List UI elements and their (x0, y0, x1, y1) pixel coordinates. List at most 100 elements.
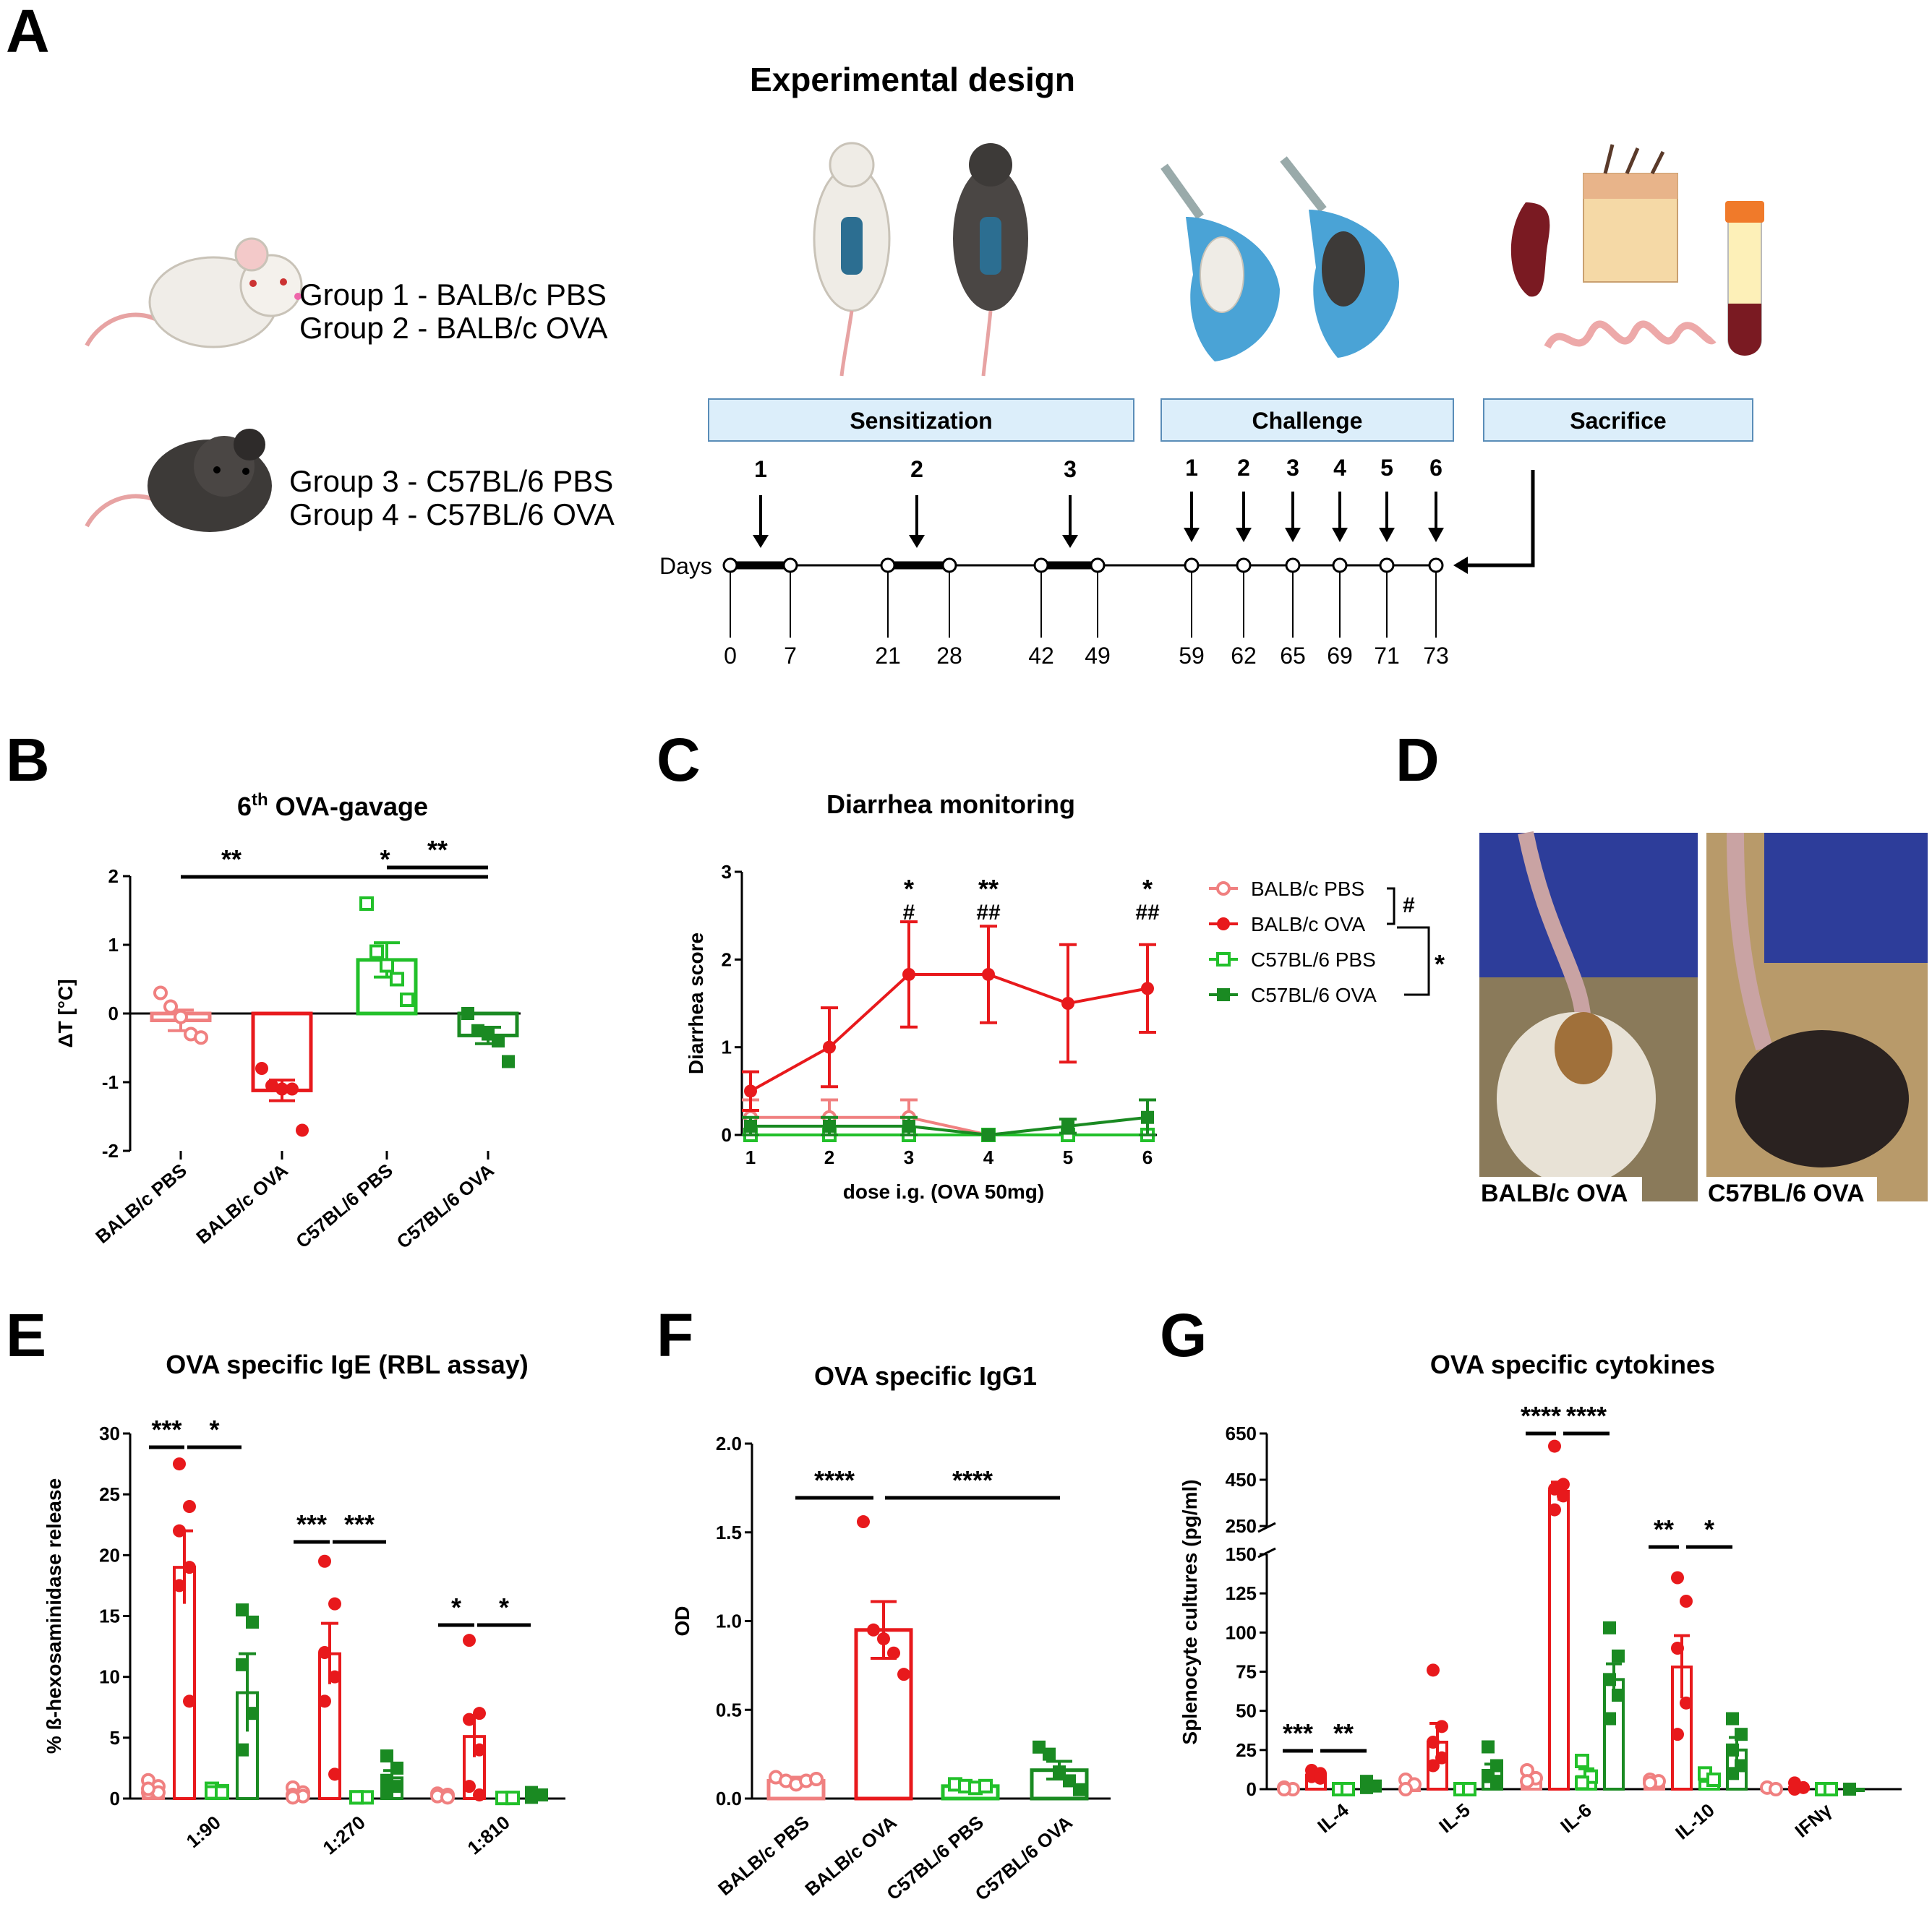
significance: **** (1521, 1401, 1561, 1431)
white-mouse-icon (85, 237, 303, 348)
x-tick-label: C57BL/6 PBS (291, 1160, 396, 1253)
x-tick-label: IFNγ (1790, 1799, 1836, 1842)
arrow-head (1379, 528, 1395, 542)
data-point (1843, 1783, 1856, 1796)
bar-IL-6 (1548, 1490, 1570, 1791)
significance: **** (1566, 1401, 1607, 1431)
data-point (286, 1082, 299, 1096)
sensitized-white-mouse-icon (813, 142, 891, 377)
sacrifice-box (1483, 398, 1753, 442)
data-point (902, 967, 915, 981)
x-tick-label: 5 (1063, 1147, 1073, 1168)
data-point (400, 993, 414, 1007)
data-point (173, 1457, 186, 1471)
data-point (1490, 1759, 1503, 1773)
data-point (194, 1030, 208, 1045)
data-point (492, 1034, 505, 1047)
data-point (318, 1646, 331, 1659)
data-point (1824, 1782, 1838, 1796)
annotation-star: ** (978, 874, 999, 904)
data-point (246, 1615, 259, 1629)
significance-2: ** (427, 835, 448, 865)
data-point (1612, 1689, 1625, 1702)
data-point (1435, 1720, 1448, 1733)
photo-label-balbc-ova: BALB/c OVA (1481, 1180, 1628, 1207)
day-label: 49 (1085, 643, 1111, 669)
significance: * (499, 1593, 509, 1622)
x-tick-label: IL-5 (1435, 1799, 1474, 1838)
challenge-number: 6 (1429, 455, 1442, 481)
data-point (1053, 1765, 1066, 1779)
series-line-C57BL/6 OVA (751, 1115, 1148, 1137)
data-point (1557, 1489, 1570, 1503)
data-point (1061, 1119, 1074, 1133)
x-tick-label: 1 (745, 1147, 756, 1168)
y-tick-label: 2 (722, 948, 732, 970)
y-tick-label: 10 (99, 1666, 120, 1688)
skin-section-icon (1583, 144, 1678, 283)
data-point (1603, 1621, 1616, 1634)
spleen-icon (1510, 202, 1550, 297)
data-point (1726, 1767, 1739, 1780)
data-point (461, 1007, 474, 1020)
y-tick-label: 5 (110, 1727, 120, 1749)
y-tick-label: 2.0 (716, 1433, 742, 1454)
data-point (535, 1788, 548, 1801)
arrow-head (1062, 535, 1078, 548)
arrow-head (753, 535, 769, 548)
challenge-number: 5 (1380, 455, 1393, 481)
data-point (380, 1773, 393, 1787)
x-tick-label: 1:270 (319, 1812, 369, 1859)
y-tick-label: 1.5 (716, 1522, 742, 1543)
y-tick-label: -1 (102, 1071, 119, 1093)
data-point (1548, 1439, 1561, 1453)
y-tick-label: 0.0 (716, 1788, 742, 1809)
day-marker (1332, 557, 1348, 573)
legend-bracket-2 (1397, 926, 1430, 996)
legend-bracket-1 (1387, 887, 1395, 925)
significance: ** (1654, 1514, 1674, 1544)
data-point (1277, 1782, 1291, 1796)
sacrifice-arrow (1463, 470, 1535, 567)
data-point (1341, 1782, 1355, 1796)
y-tick-label: 0 (108, 1003, 119, 1024)
data-point (823, 1119, 836, 1133)
arrow-head (1236, 528, 1252, 542)
timeline: Days 0 7 21 28 42 49 59 62 65 69 71 73 1 2 3 1 2 3 4 5 6 (659, 455, 1535, 669)
day-label: 59 (1179, 643, 1205, 669)
data-point (1603, 1712, 1616, 1726)
day-label: 0 (724, 643, 737, 669)
day-label: 65 (1280, 643, 1306, 669)
data-point (1671, 1728, 1684, 1741)
data-point (1575, 1754, 1589, 1768)
data-point (1735, 1728, 1748, 1741)
day-label: 71 (1374, 643, 1400, 669)
significance-0: **** (814, 1465, 855, 1495)
y-axis-label: Splenocyte cultures (pg/ml) (1179, 1479, 1201, 1744)
data-point (1073, 1783, 1086, 1796)
panel-b-chart: 6th OVA-gavage -2 -1 0 1 2 ΔT [°C] BALB/c PBS B… (54, 790, 521, 1253)
arrow-head (909, 535, 925, 548)
significance: ** (1333, 1718, 1354, 1748)
data-point (897, 1668, 910, 1681)
day-label: 7 (784, 643, 797, 669)
data-point (1706, 1773, 1721, 1787)
y-tick-label: 3 (722, 861, 732, 883)
x-tick-label: IL-6 (1556, 1799, 1596, 1838)
data-point (328, 1597, 341, 1611)
data-point (1671, 1642, 1684, 1655)
axis-break (1257, 1522, 1276, 1533)
x-tick-label: 4 (983, 1147, 994, 1168)
data-point (1788, 1783, 1801, 1796)
y-axis-label: ΔT [°C] (54, 979, 77, 1047)
legend-label: C57BL/6 PBS (1251, 948, 1376, 971)
day-marker (1236, 557, 1252, 573)
day-label: 73 (1423, 643, 1449, 669)
x-tick-label: C57BL/6 OVA (971, 1811, 1077, 1905)
data-point (1603, 1673, 1616, 1687)
data-point (1141, 1110, 1154, 1124)
data-point (236, 1658, 249, 1671)
y-axis-label: OD (671, 1606, 693, 1637)
day-label: 28 (936, 643, 962, 669)
